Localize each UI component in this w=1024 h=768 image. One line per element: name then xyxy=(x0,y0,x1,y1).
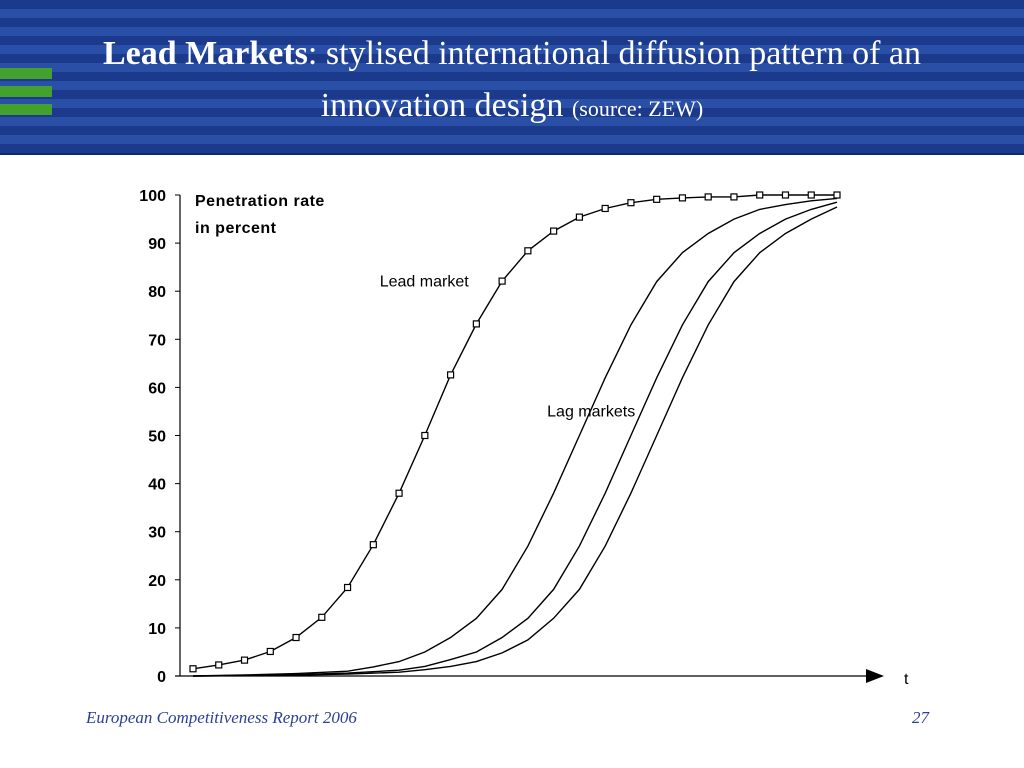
lead-market-point xyxy=(524,247,532,255)
curve-annotation: Lag markets xyxy=(547,403,635,420)
lead-market-point xyxy=(369,541,377,549)
lag-market-line xyxy=(192,201,838,677)
lead-market-point xyxy=(189,665,197,673)
lead-market-line xyxy=(192,194,837,670)
title-source: (source: ZEW) xyxy=(571,96,704,121)
lead-market-point xyxy=(730,193,738,201)
lead-market-point xyxy=(266,647,274,656)
lead-market-point xyxy=(343,583,352,592)
y-axis-title: Penetration rate xyxy=(195,193,325,210)
y-tick-label: 0 xyxy=(157,669,166,686)
lead-market-point xyxy=(704,193,712,201)
green-accent-bar xyxy=(0,86,52,97)
lead-market-point xyxy=(318,613,326,621)
lead-market-point xyxy=(395,489,403,497)
lead-market-point xyxy=(756,191,764,199)
lag-market-line xyxy=(192,206,838,677)
lead-market-point xyxy=(601,204,609,213)
green-accent-bar xyxy=(0,68,52,79)
y-tick-label: 90 xyxy=(148,236,166,253)
lead-market-point xyxy=(653,195,661,203)
y-axis-title: in percent xyxy=(195,220,277,237)
y-tick-label: 20 xyxy=(148,573,166,590)
x-axis-arrow xyxy=(866,669,884,683)
x-axis-title: t xyxy=(904,671,909,688)
lead-market-point xyxy=(678,194,687,202)
banner-divider xyxy=(0,153,1024,155)
y-tick-label: 60 xyxy=(148,380,166,397)
title-banner xyxy=(0,0,1024,153)
y-tick-label: 50 xyxy=(148,429,166,446)
lead-market-point xyxy=(627,199,635,207)
y-tick-label: 30 xyxy=(148,525,166,542)
y-tick-label: 10 xyxy=(148,621,166,638)
lead-market-point xyxy=(575,213,584,221)
lead-market-point xyxy=(498,277,506,285)
lead-market-point xyxy=(550,227,558,235)
page-number: 27 xyxy=(912,708,929,727)
title-bold: Lead Markets xyxy=(102,35,308,72)
y-tick-label: 80 xyxy=(148,284,166,301)
lag-market-line xyxy=(192,197,838,677)
slide-title: Lead Markets: stylised international dif… xyxy=(0,28,1024,135)
y-tick-label: 100 xyxy=(139,188,166,205)
lead-market-point xyxy=(240,656,249,664)
lead-market-point xyxy=(447,371,455,379)
lead-market-point xyxy=(781,191,790,199)
title-rest: : stylised international diffusion patte… xyxy=(307,35,922,72)
y-tick-label: 40 xyxy=(148,477,166,494)
lead-market-point xyxy=(833,191,841,199)
lead-market-point xyxy=(807,191,815,199)
lead-market-point xyxy=(215,661,223,669)
green-accent-bar xyxy=(0,104,52,115)
footer-source: European Competitiveness Report 2006 xyxy=(86,708,357,727)
y-tick-label: 70 xyxy=(148,332,166,349)
title-line2: innovation design xyxy=(320,87,564,124)
lead-market-point xyxy=(421,431,429,440)
lead-market-point xyxy=(292,633,300,642)
curve-annotation: Lead market xyxy=(380,274,469,291)
lead-market-point xyxy=(472,320,480,328)
